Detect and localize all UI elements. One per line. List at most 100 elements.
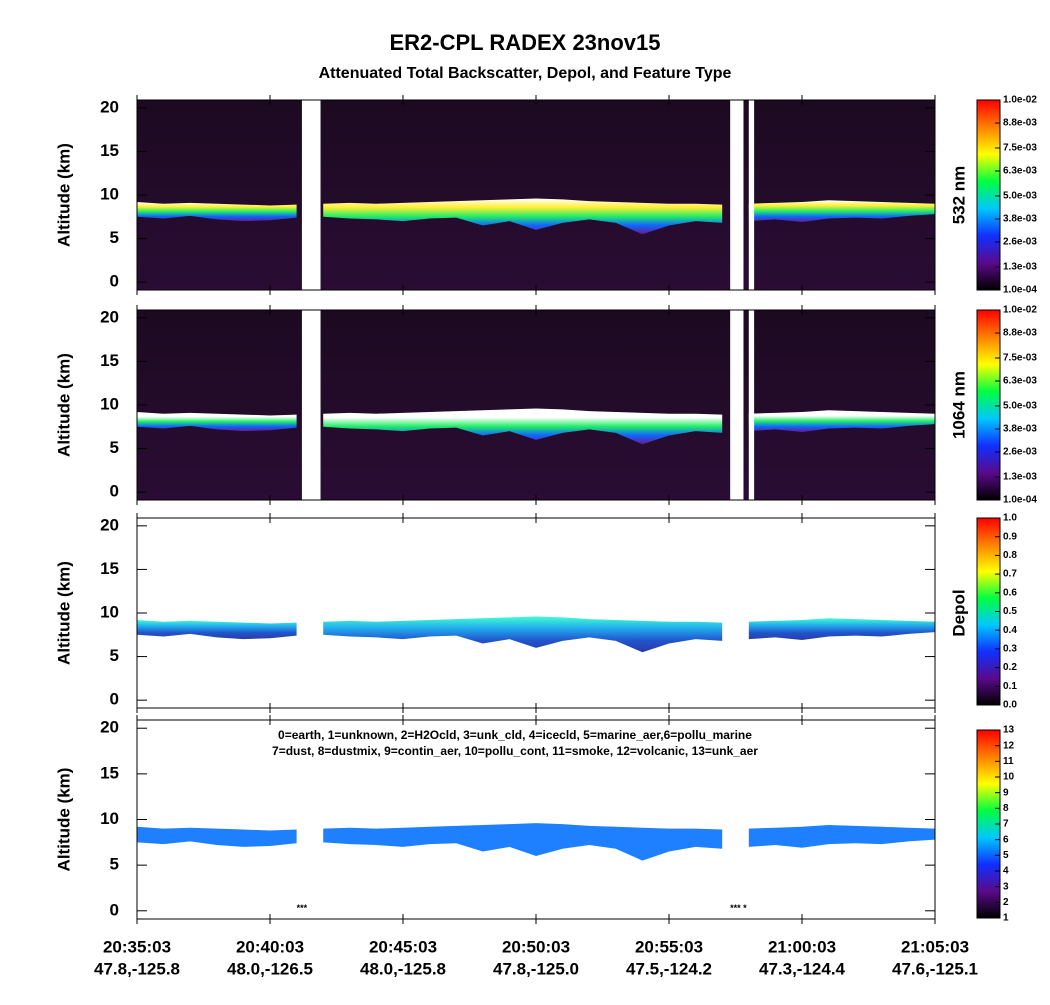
plot-background (137, 518, 935, 708)
y-tick-label: 5 (110, 855, 119, 874)
side-label: 1064 nm (949, 371, 968, 439)
colorbar-tick-label: 6.3e-03 (1003, 376, 1037, 387)
colorbar-tick-label: 2.6e-03 (1003, 237, 1037, 248)
y-tick-label: 15 (100, 351, 119, 370)
y-axis-label: Altitude (km) (54, 768, 73, 872)
colorbar-tick-label: 12 (1003, 740, 1015, 751)
data-gap (748, 100, 755, 290)
colorbar-tick-label: 3.8e-03 (1003, 424, 1037, 435)
x-tick-location: 47.5,-124.2 (626, 959, 712, 978)
colorbar-tick-label: 1.3e-03 (1003, 472, 1037, 483)
cloud-layer (323, 616, 723, 653)
y-tick-label: 5 (110, 228, 119, 247)
surface-mark: *** (297, 903, 308, 913)
colorbar-tick-label: 3.8e-03 (1003, 214, 1037, 225)
y-axis-label: Altitude (km) (54, 561, 73, 665)
colorbar-tick-label: 0.8 (1003, 550, 1017, 561)
legend-note: 7=dust, 8=dustmix, 9=contin_aer, 10=poll… (272, 744, 758, 758)
plot-background (137, 310, 935, 500)
x-tick-location: 47.3,-124.4 (759, 959, 846, 978)
colorbar-tick-label: 7.5e-03 (1003, 143, 1037, 154)
y-axis-label: Altitude (km) (54, 353, 73, 457)
colorbar-tick-label: 2 (1003, 897, 1009, 908)
colorbar-tick-label: 2.6e-03 (1003, 447, 1037, 458)
side-label: 532 nm (949, 166, 968, 225)
colorbar-tick-label: 0.5 (1003, 606, 1017, 617)
cloud-layer (748, 200, 935, 223)
colorbar-tick-label: 4 (1003, 866, 1009, 877)
surface-mark: *** * (730, 903, 747, 913)
cloud-layer (137, 201, 297, 222)
y-tick-label: 20 (100, 515, 119, 534)
side-label: Depol (949, 589, 968, 636)
colorbar-tick-label: 0.1 (1003, 681, 1017, 692)
cloud-layer (748, 410, 935, 433)
colorbar (976, 309, 1001, 501)
x-tick-label: 21:00:03 (768, 937, 836, 956)
cloud-layer (748, 824, 935, 848)
colorbar-tick-label: 0.9 (1003, 531, 1017, 542)
colorbar-tick-label: 0.7 (1003, 569, 1017, 580)
chart-title: ER2-CPL RADEX 23nov15 (389, 30, 660, 55)
colorbar-tick-label: 0.4 (1003, 625, 1017, 636)
colorbar-tick-label: 7.5e-03 (1003, 353, 1037, 364)
y-tick-label: 10 (100, 394, 119, 413)
colorbar-tick-label: 5.0e-03 (1003, 191, 1037, 202)
x-tick-location: 48.0,-125.8 (360, 959, 446, 978)
x-tick-label: 20:50:03 (502, 937, 570, 956)
colorbar-tick-label: 7 (1003, 819, 1009, 830)
colorbar-tick-label: 1 (1003, 913, 1009, 924)
x-tick-label: 20:45:03 (369, 937, 437, 956)
cloud-layer (137, 411, 297, 432)
cloud-layer (323, 408, 723, 445)
y-tick-label: 5 (110, 646, 119, 665)
x-tick-label: 21:05:03 (901, 937, 969, 956)
colorbar-tick-label: 0.3 (1003, 644, 1017, 655)
y-tick-label: 15 (100, 559, 119, 578)
x-tick-label: 20:35:03 (103, 937, 171, 956)
colorbar-tick-label: 1.0e-04 (1003, 285, 1037, 296)
colorbar-tick-label: 1.0e-02 (1003, 305, 1037, 316)
colorbar-tick-label: 1.3e-03 (1003, 262, 1037, 273)
y-tick-label: 5 (110, 438, 119, 457)
colorbar (976, 99, 1001, 291)
y-tick-label: 20 (100, 97, 119, 116)
colorbar-tick-label: 13 (1003, 725, 1015, 736)
data-gap (301, 100, 321, 290)
cloud-layer (748, 618, 935, 641)
data-gap (730, 100, 744, 290)
colorbar-tick-label: 9 (1003, 787, 1009, 798)
cloud-layer (323, 198, 723, 235)
y-tick-label: 0 (110, 272, 119, 291)
colorbar-tick-label: 5.0e-03 (1003, 401, 1037, 412)
y-tick-label: 15 (100, 763, 119, 782)
x-tick-label: 20:55:03 (635, 937, 703, 956)
colorbar-tick-label: 1.0e-02 (1003, 95, 1037, 106)
data-gap (730, 310, 744, 500)
colorbar-tick-label: 1.0e-04 (1003, 495, 1037, 506)
y-tick-label: 20 (100, 718, 119, 737)
x-tick-location: 48.0,-126.5 (227, 959, 313, 978)
colorbar-tick-label: 8 (1003, 803, 1009, 814)
x-tick-location: 47.8,-125.8 (94, 959, 180, 978)
x-tick-location: 47.8,-125.0 (493, 959, 579, 978)
legend-note: 0=earth, 1=unknown, 2=H2Ocld, 3=unk_cld,… (278, 728, 752, 742)
cloud-layer (137, 826, 297, 847)
colorbar-tick-label: 5 (1003, 850, 1009, 861)
cloud-layer (137, 619, 297, 640)
x-tick-location: 47.6,-125.1 (892, 959, 978, 978)
colorbar-tick-label: 0.0 (1003, 700, 1017, 711)
y-tick-label: 0 (110, 900, 119, 919)
colorbar-tick-label: 8.8e-03 (1003, 118, 1037, 129)
colorbar-tick-label: 6 (1003, 834, 1009, 845)
colorbar-tick-label: 1.0 (1003, 513, 1017, 524)
colorbar-tick-label: 0.6 (1003, 587, 1017, 598)
colorbar-tick-label: 6.3e-03 (1003, 166, 1037, 177)
colorbar-tick-label: 11 (1003, 756, 1014, 767)
colorbar-tick-label: 8.8e-03 (1003, 328, 1037, 339)
y-tick-label: 10 (100, 602, 119, 621)
y-tick-label: 0 (110, 690, 119, 709)
y-tick-label: 15 (100, 141, 119, 160)
y-axis-label: Altitude (km) (54, 143, 73, 247)
